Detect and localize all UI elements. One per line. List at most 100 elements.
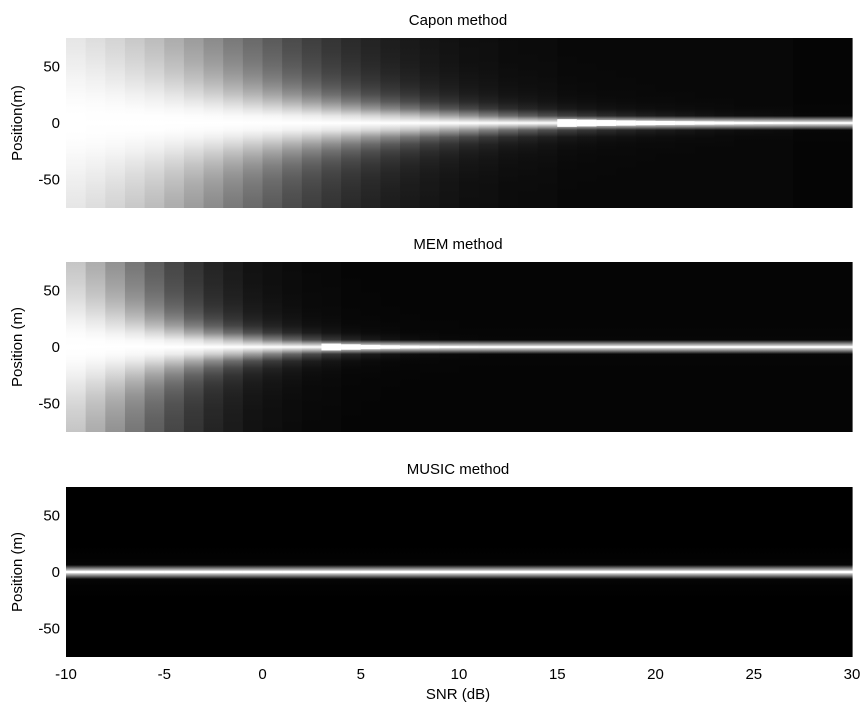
heatmap-column	[282, 262, 303, 432]
heatmap-peak-ridge	[635, 570, 657, 574]
y-tick-label: -50	[38, 172, 60, 189]
heatmap-peak-ridge	[616, 120, 637, 126]
heatmap-column	[242, 262, 264, 432]
heatmap-column	[242, 38, 264, 208]
heatmap-column	[439, 38, 460, 208]
heatmap-column	[183, 38, 205, 208]
heatmap-column	[341, 38, 362, 208]
heatmap-peak-ridge	[694, 121, 716, 125]
panel-music-xlabel: SNR (dB)	[426, 686, 490, 703]
heatmap-peak-ridge	[616, 570, 637, 574]
heatmap-peak-ridge	[753, 346, 774, 348]
heatmap-column	[459, 38, 480, 208]
heatmap-column	[301, 262, 323, 432]
panel-capon-ylabel: Position(m)	[9, 85, 26, 161]
heatmap-peak-ridge	[753, 570, 774, 574]
heatmap-column	[478, 38, 499, 208]
heatmap-column	[262, 262, 283, 432]
heatmap-peak-ridge	[714, 570, 735, 574]
panel-mem-y-ticks: 50 0 -50	[38, 282, 60, 412]
heatmap-peak-ridge	[380, 570, 401, 574]
heatmap-peak-ridge	[734, 346, 755, 348]
heatmap-column	[380, 38, 401, 208]
heatmap-column	[85, 38, 106, 208]
heatmap-column	[144, 262, 165, 432]
heatmap-peak-ridge	[144, 570, 165, 574]
heatmap-column	[262, 38, 283, 208]
panel-mem: MEM method 50 0 -50 Position (m)	[9, 236, 853, 432]
heatmap-peak-ridge	[734, 121, 755, 125]
heatmap-peak-ridge	[694, 346, 716, 348]
heatmap-column	[537, 38, 558, 208]
panel-music-ylabel: Position (m)	[9, 532, 26, 612]
y-tick-label: 50	[43, 58, 60, 75]
y-tick-label: 0	[52, 115, 60, 132]
heatmap-peak-ridge	[105, 570, 126, 574]
heatmap-peak-ridge	[380, 345, 401, 349]
y-tick-label: 50	[43, 282, 60, 299]
heatmap-column	[183, 262, 205, 432]
heatmap-peak-ridge	[773, 122, 794, 124]
heatmap-peak-ridge	[793, 570, 814, 574]
heatmap-peak-ridge	[400, 570, 421, 574]
heatmap-column	[66, 38, 87, 208]
heatmap-peak-ridge	[223, 570, 244, 574]
heatmap-peak-ridge	[360, 344, 381, 350]
heatmap-peak-ridge	[655, 120, 676, 126]
panel-music: MUSIC method 500-50 -10 -5 0 5 10 15 20 25 30 Po…	[9, 461, 860, 703]
heatmap-peak-ridge	[341, 344, 362, 350]
heatmap-column	[144, 38, 165, 208]
heatmap-column	[223, 262, 244, 432]
heatmap-peak-ridge	[459, 346, 480, 348]
heatmap-column	[203, 262, 224, 432]
heatmap-peak-ridge	[498, 346, 519, 348]
heatmap-peak-ridge	[655, 346, 676, 348]
panel-mem-ylabel: Position (m)	[9, 307, 26, 387]
heatmap-column	[223, 38, 244, 208]
heatmap-peak-ridge	[419, 570, 440, 574]
heatmap-peak-ridge	[242, 570, 264, 574]
heatmap-column	[164, 262, 185, 432]
heatmap-peak-ridge	[596, 346, 617, 348]
heatmap-peak-ridge	[537, 570, 558, 574]
y-tick-label: 0	[52, 564, 60, 581]
heatmap-peak-ridge	[517, 570, 539, 574]
heatmap-peak-ridge	[635, 120, 657, 126]
heatmap-peak-ridge	[812, 570, 833, 574]
heatmap-column	[517, 38, 539, 208]
heatmap-peak-ridge	[576, 570, 598, 574]
heatmap-peak-ridge	[793, 346, 814, 348]
heatmap-peak-ridge	[321, 343, 342, 351]
heatmap-peak-ridge	[124, 570, 146, 574]
heatmap-peak-ridge	[635, 346, 657, 348]
heatmap-peak-ridge	[675, 121, 696, 125]
heatmap-column	[124, 38, 146, 208]
x-tick-label: -10	[55, 666, 77, 683]
heatmap-peak-ridge	[557, 119, 578, 127]
heatmap-column	[282, 38, 303, 208]
panel-mem-heatmap	[66, 262, 853, 432]
heatmap-peak-ridge	[655, 570, 676, 574]
heatmap-peak-ridge	[321, 570, 342, 574]
heatmap-column	[400, 38, 421, 208]
heatmap-column	[301, 38, 323, 208]
heatmap-peak-ridge	[537, 346, 558, 348]
heatmap-peak-ridge	[714, 346, 735, 348]
heatmap-column	[124, 262, 146, 432]
heatmap-peak-ridge	[400, 345, 421, 349]
heatmap-peak-ridge	[616, 346, 637, 348]
heatmap-peak-ridge	[164, 570, 185, 574]
heatmap-column	[105, 262, 126, 432]
heatmap-column	[164, 38, 185, 208]
heatmap-peak-ridge	[478, 570, 499, 574]
heatmap-peak-ridge	[557, 570, 578, 574]
heatmap-peak-ridge	[773, 346, 794, 348]
heatmap-peak-ridge	[576, 346, 598, 348]
heatmap-peak-ridge	[459, 570, 480, 574]
heatmap-peak-ridge	[675, 570, 696, 574]
heatmap-peak-ridge	[439, 570, 460, 574]
heatmap-peak-ridge	[498, 570, 519, 574]
heatmap-peak-ridge	[832, 122, 853, 124]
panel-capon: Capon method 50 0 -50 Position(m)	[9, 12, 853, 208]
panel-music-heatmap	[66, 487, 853, 657]
